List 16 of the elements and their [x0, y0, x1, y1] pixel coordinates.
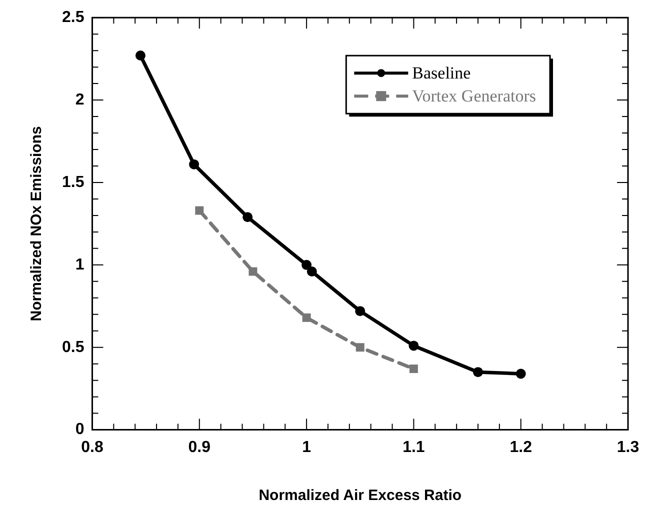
- legend-label: Baseline: [412, 64, 471, 83]
- x-tick-label: 1.3: [616, 438, 640, 456]
- legend-label: Vortex Generators: [412, 86, 536, 106]
- y-axis-title: Normalized NOx Emissions: [28, 126, 46, 322]
- y-tick-label: 0: [75, 421, 84, 438]
- y-tick-label: 2: [75, 91, 84, 108]
- y-tick-label: 1.5: [62, 174, 84, 191]
- x-tick-label: 0.9: [188, 438, 211, 456]
- x-tick-label: 0.8: [81, 438, 104, 456]
- x-tick-label: 1.1: [402, 438, 425, 456]
- x-tick-label: 1: [302, 438, 312, 456]
- y-tick-label: 2.5: [62, 9, 84, 26]
- x-tick-label: 1.2: [510, 438, 532, 456]
- x-axis-title: Normalized Air Excess Ratio: [258, 487, 462, 504]
- y-tick-label: 1: [75, 256, 84, 274]
- y-tick-label: 0.5: [62, 338, 84, 356]
